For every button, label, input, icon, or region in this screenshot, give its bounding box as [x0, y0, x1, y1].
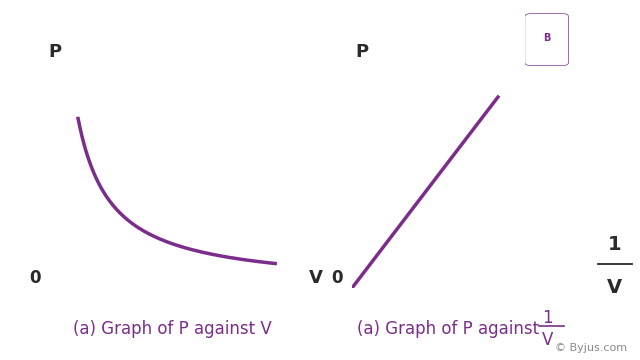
Text: B: B [543, 33, 550, 43]
Text: P: P [355, 43, 368, 61]
FancyBboxPatch shape [525, 14, 568, 66]
Text: (a) Graph of P against V: (a) Graph of P against V [74, 320, 272, 338]
Text: 0: 0 [29, 269, 40, 287]
Text: © Byjus.com: © Byjus.com [555, 343, 627, 353]
Text: BYJU'S: BYJU'S [583, 23, 616, 32]
Text: P: P [49, 43, 61, 61]
Text: V: V [308, 269, 323, 287]
Text: 0: 0 [332, 269, 343, 287]
Text: V: V [541, 331, 553, 349]
Text: 1: 1 [541, 309, 552, 327]
Text: V: V [607, 278, 622, 297]
Text: 1: 1 [608, 235, 621, 254]
Text: The Learning Ap: The Learning Ap [580, 49, 620, 54]
Text: (a) Graph of P against: (a) Graph of P against [357, 320, 544, 338]
